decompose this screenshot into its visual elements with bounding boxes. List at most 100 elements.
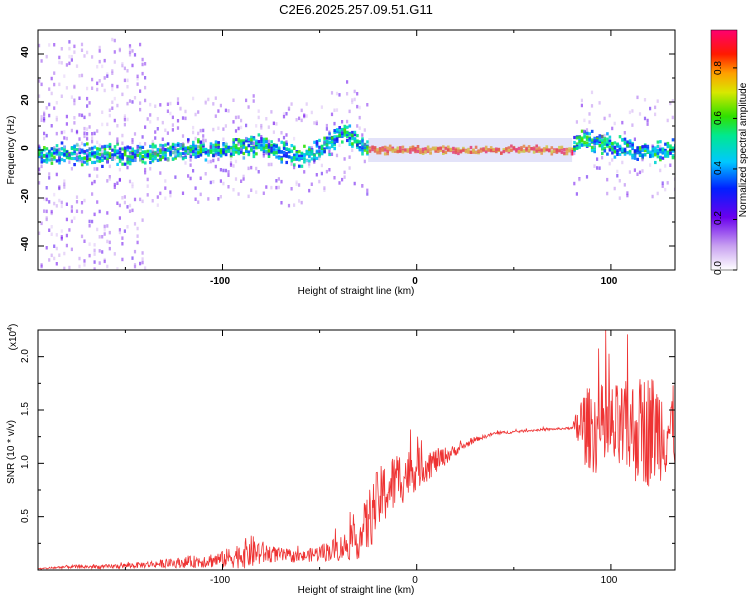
heatmap-cell: [252, 146, 256, 150]
heatmap-speckle: [113, 156, 116, 161]
heatmap-cell: [495, 147, 498, 151]
heatmap-speckle: [123, 78, 126, 83]
heatmap-speckle: [96, 174, 99, 178]
heatmap-cell: [444, 146, 448, 150]
heatmap-speckle: [65, 114, 68, 119]
heatmap-speckle: [174, 146, 177, 151]
heatmap-cell: [123, 152, 127, 156]
heatmap-cell: [616, 142, 619, 146]
heatmap-speckle: [118, 216, 121, 220]
heatmap-speckle: [287, 203, 291, 208]
heatmap-cell: [275, 151, 278, 155]
heatmap-cell: [348, 137, 352, 141]
heatmap-cell: [295, 152, 299, 156]
heatmap-cell: [578, 135, 581, 139]
heatmap-cell: [73, 145, 76, 149]
heatmap-speckle: [209, 145, 212, 149]
heatmap-cell: [590, 145, 594, 149]
heatmap-cell: [598, 138, 602, 142]
heatmap-speckle: [330, 112, 334, 117]
heatmap-speckle: [38, 144, 41, 149]
heatmap-speckle: [63, 179, 66, 183]
heatmap-speckle: [631, 109, 634, 113]
heatmap-speckle: [320, 171, 323, 176]
heatmap-cell: [86, 156, 89, 161]
heatmap-speckle: [174, 149, 177, 154]
heatmap-cell: [202, 144, 205, 148]
heatmap-cell: [257, 144, 261, 148]
heatmap-cell: [272, 144, 276, 148]
heatmap-speckle: [144, 142, 147, 146]
heatmap-speckle: [219, 179, 222, 183]
heatmap-speckle: [50, 209, 53, 214]
heatmap-cell: [234, 146, 238, 150]
heatmap-speckle: [638, 170, 642, 175]
heatmap-speckle: [113, 118, 116, 123]
heatmap-speckle: [197, 131, 200, 136]
heatmap-cell: [659, 158, 662, 162]
heatmap-speckle: [621, 120, 624, 125]
heatmap-cell: [58, 161, 61, 165]
heatmap-cell: [555, 150, 559, 154]
heatmap-speckle: [197, 110, 200, 114]
heatmap-cell: [532, 150, 536, 154]
heatmap-speckle: [91, 55, 94, 59]
heatmap-cell: [169, 150, 172, 154]
heatmap-cell: [505, 147, 508, 151]
heatmap-speckle: [68, 46, 71, 51]
heatmap-speckle: [40, 155, 43, 160]
heatmap-cell: [298, 164, 301, 168]
heatmap-cell: [590, 140, 594, 144]
heatmap-speckle: [133, 197, 137, 202]
heatmap-cell: [646, 150, 650, 154]
heatmap-speckle: [141, 62, 144, 67]
heatmap-speckle: [50, 124, 53, 128]
heatmap-cells: [38, 37, 675, 270]
heatmap-cell: [371, 148, 374, 152]
heatmap-speckle: [659, 145, 662, 149]
heatmap-cell: [45, 157, 49, 161]
heatmap-speckle: [106, 72, 109, 76]
heatmap-speckle: [78, 96, 81, 100]
heatmap-cell: [126, 161, 129, 165]
heatmap-speckle: [222, 181, 225, 186]
heatmap-speckle: [214, 114, 217, 118]
heatmap-speckle: [63, 145, 66, 149]
heatmap-speckle: [91, 77, 94, 82]
heatmap-speckle: [121, 133, 124, 138]
heatmap-speckle: [149, 102, 152, 107]
heatmap-speckle: [106, 179, 109, 183]
heatmap-speckle: [50, 225, 53, 229]
heatmap-cell: [176, 143, 180, 147]
heatmap-speckle: [118, 228, 121, 232]
heatmap-cell: [116, 142, 119, 146]
heatmap-cell: [144, 150, 147, 154]
heatmap-speckle: [333, 108, 336, 112]
heatmap-cell: [330, 144, 334, 149]
heatmap-speckle: [70, 95, 73, 99]
heatmap-cell: [106, 151, 109, 155]
heatmap-speckle: [207, 149, 210, 154]
heatmap-cell: [416, 147, 420, 151]
heatmap-speckle: [348, 166, 351, 170]
heatmap-cell: [623, 149, 627, 153]
heatmap-cell: [204, 150, 208, 154]
heatmap-cell: [537, 146, 541, 150]
heatmap-cell: [227, 146, 230, 150]
heatmap-speckle: [128, 46, 132, 50]
heatmap-cell: [277, 150, 281, 154]
heatmap-speckle: [98, 209, 101, 214]
heatmap-speckle: [98, 249, 101, 253]
heatmap-speckle: [136, 150, 139, 154]
heatmap-cell: [43, 148, 46, 152]
heatmap-envelope: [368, 138, 573, 162]
heatmap-speckle: [133, 96, 137, 100]
heatmap-speckle: [144, 85, 147, 90]
heatmap-cell: [671, 156, 675, 160]
heatmap-cell: [285, 152, 288, 156]
heatmap-speckle: [101, 149, 104, 153]
heatmap-speckle: [209, 159, 212, 164]
heatmap-cell: [442, 151, 445, 155]
heatmap-cell: [240, 139, 243, 143]
heatmap-speckle: [58, 253, 61, 257]
